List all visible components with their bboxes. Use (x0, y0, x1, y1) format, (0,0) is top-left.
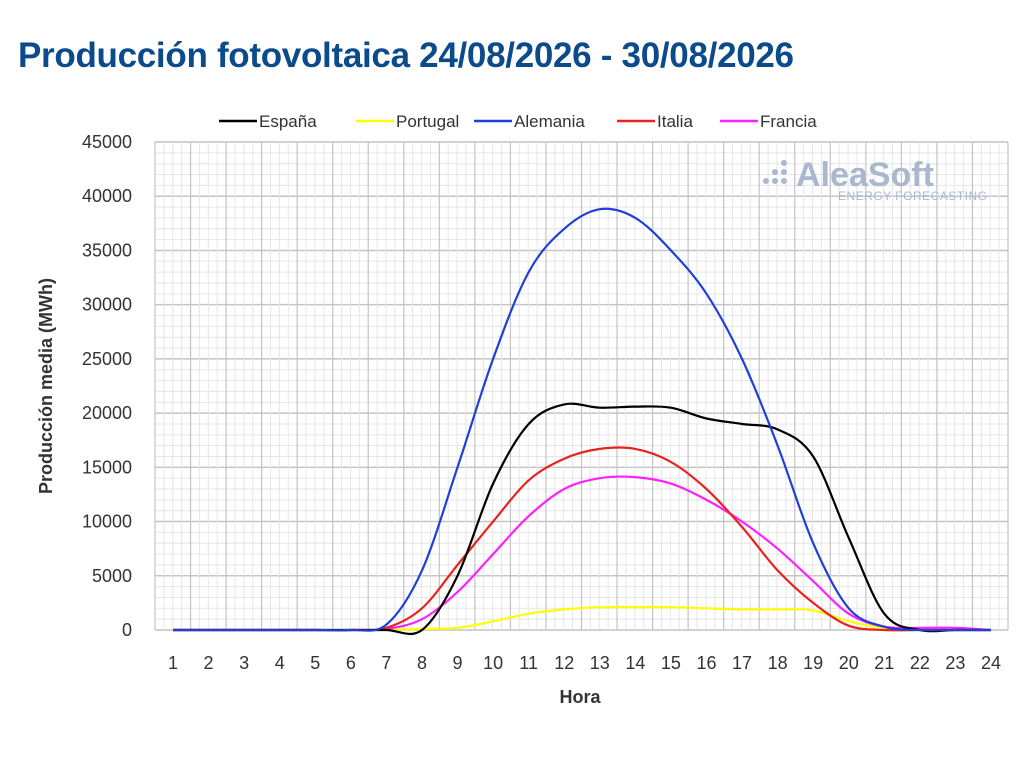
x-tick-label: 7 (381, 653, 391, 673)
legend-label-francia: Francia (760, 112, 817, 131)
x-tick-label: 16 (696, 653, 716, 673)
x-tick-label: 18 (768, 653, 788, 673)
x-axis-title: Hora (559, 687, 601, 707)
y-axis-ticks: 0 5000 10000 15000 20000 25000 30000 35000 40000… (82, 132, 132, 640)
x-tick-label: 13 (590, 653, 610, 673)
x-tick-label: 23 (945, 653, 965, 673)
x-tick-label: 20 (839, 653, 859, 673)
x-tick-label: 14 (625, 653, 645, 673)
y-tick-label: 40000 (82, 186, 132, 206)
x-tick-label: 2 (204, 653, 214, 673)
legend-label-portugal: Portugal (396, 112, 459, 131)
legend: España Portugal Alemania Italia Francia (219, 112, 817, 131)
aleasoft-logo: AleaSoft ENERGY FORECASTING (763, 156, 987, 203)
x-tick-label: 6 (346, 653, 356, 673)
x-tick-label: 9 (453, 653, 463, 673)
y-tick-label: 20000 (82, 403, 132, 423)
series-line-alemania (173, 207, 991, 632)
x-axis-ticks: 1 2 3 4 5 6 7 8 9 10 11 12 13 14 15 16 17 18 19 20 21 22 23 24 (168, 653, 1001, 673)
legend-label-alemania: Alemania (514, 112, 585, 131)
x-tick-label: 15 (661, 653, 681, 673)
x-tick-label: 19 (803, 653, 823, 673)
x-tick-label: 8 (417, 653, 427, 673)
chart-title: Producción fotovoltaica 24/08/2026 - 30/… (18, 36, 794, 75)
x-tick-label: 11 (519, 653, 538, 673)
grid (154, 141, 1009, 631)
x-tick-label: 24 (981, 653, 1001, 673)
x-tick-label: 21 (874, 653, 894, 673)
y-tick-label: 45000 (82, 132, 132, 152)
x-tick-label: 10 (483, 653, 503, 673)
x-tick-label: 3 (239, 653, 249, 673)
y-tick-label: 25000 (82, 349, 132, 369)
logo-dots-icon (763, 160, 787, 184)
x-tick-label: 12 (554, 653, 574, 673)
logo-text: AleaSoft (796, 156, 934, 194)
x-tick-label: 1 (168, 653, 178, 673)
y-tick-label: 0 (122, 620, 132, 640)
y-tick-label: 5000 (92, 566, 132, 586)
y-tick-label: 30000 (82, 295, 132, 315)
y-tick-label: 35000 (82, 240, 132, 260)
x-tick-label: 17 (732, 653, 752, 673)
y-tick-label: 10000 (82, 512, 132, 532)
x-tick-label: 22 (910, 653, 930, 673)
legend-label-españa: España (259, 112, 317, 131)
logo-tagline: ENERGY FORECASTING (838, 189, 987, 203)
legend-label-italia: Italia (657, 112, 693, 131)
x-tick-label: 4 (275, 653, 285, 673)
y-tick-label: 15000 (82, 457, 132, 477)
series-lines (173, 207, 992, 636)
x-tick-label: 5 (310, 653, 320, 673)
y-axis-title: Producción media (MWh) (36, 278, 56, 494)
